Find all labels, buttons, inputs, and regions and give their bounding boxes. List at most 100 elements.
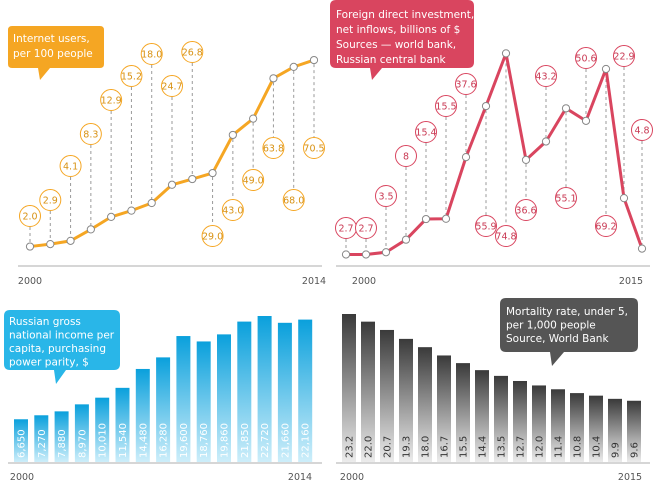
- gni-bar: [34, 415, 49, 462]
- mortality-bar: [589, 395, 603, 462]
- mortality-value-label: 13.5: [497, 436, 508, 458]
- gni-bar: [74, 404, 89, 462]
- internet-value-badge: [201, 225, 224, 247]
- gni-title: Russian gross national income per capita, …: [9, 316, 115, 369]
- fdi-value-label: 55.9: [475, 222, 496, 233]
- mortality-value-label: 12.7: [516, 436, 527, 458]
- internet-value-label: 49.0: [243, 176, 264, 187]
- internet-value-badge: [140, 43, 163, 65]
- fdi-value-badge: [455, 73, 477, 95]
- fdi-point: [341, 250, 351, 259]
- fdi-point: [461, 153, 471, 162]
- internet-value-label: 12.9: [101, 96, 122, 107]
- fdi-value-label: 36.6: [515, 206, 536, 217]
- gni-bar: [298, 319, 313, 462]
- fdi-value-badge: [415, 121, 437, 143]
- internet-point: [309, 55, 319, 65]
- mortality-bar: [399, 338, 413, 462]
- mortality-x-start-label: 2000: [340, 472, 364, 483]
- fdi-value-badge: [355, 217, 377, 239]
- mortality-bar: [437, 355, 451, 462]
- fdi-x-start-label: 2000: [352, 276, 376, 287]
- internet-users-chart: 2.0 2.9 4.1 8.3 12.9 15.2 18.0 24.7 26.8 29.0 43.0…: [8, 26, 326, 287]
- internet-value-label: 15.2: [121, 72, 142, 83]
- mortality-bar: [342, 314, 356, 462]
- internet-point: [208, 168, 217, 178]
- fdi-point: [637, 244, 647, 253]
- mortality-bar: [380, 329, 394, 462]
- internet-value-badge: [120, 65, 143, 87]
- mortality-value-label: 16.7: [440, 436, 451, 458]
- fdi-value-badge: [495, 225, 517, 247]
- internet-value-badge: [303, 137, 325, 159]
- mortality-title: Mortality rate, under 5, per 1,000 people…: [506, 306, 628, 345]
- fdi-point: [441, 214, 451, 223]
- internet-x-end-label: 2014: [302, 276, 326, 287]
- fdi-point: [541, 137, 551, 146]
- fdi-title: Foreign direct investment, net inflows, b…: [336, 9, 474, 66]
- mortality-bar: [627, 400, 641, 462]
- internet-point: [167, 180, 177, 189]
- fdi-value-label: 50.6: [575, 54, 596, 65]
- fdi-value-badge: [435, 95, 457, 117]
- internet-value-label: 18.0: [141, 50, 162, 61]
- fdi-value-badge: [595, 215, 617, 237]
- gni-value-label: 19,600: [179, 423, 190, 458]
- gni-bar: [115, 387, 130, 462]
- fdi-value-label: 2.7: [358, 224, 373, 235]
- internet-value-badge: [59, 155, 82, 177]
- fdi-point: [619, 194, 629, 203]
- fdi-value-label: 69.2: [595, 222, 616, 233]
- mortality-bar: [532, 385, 546, 462]
- mortality-value-label: 23.2: [345, 436, 356, 458]
- gni-value-label: 11,540: [118, 423, 129, 458]
- fdi-point: [421, 214, 431, 224]
- internet-value-label: 29.0: [202, 232, 223, 243]
- fdi-value-label: 15.5: [435, 102, 456, 113]
- internet-value-badge: [19, 205, 41, 227]
- fdi-line: [346, 51, 644, 256]
- internet-value-badge: [181, 41, 204, 63]
- internet-point: [228, 130, 237, 140]
- mortality-value-label: 12.0: [535, 436, 546, 458]
- gni-value-label: 18,760: [199, 423, 210, 458]
- mortality-value-label: 9.9: [611, 442, 622, 458]
- internet-value-badge: [221, 199, 244, 221]
- mortality-bar: [418, 347, 432, 462]
- mortality-value-label: 9.6: [630, 442, 641, 458]
- fdi-value-badge: [613, 45, 635, 67]
- fdi-value-badge: [375, 185, 397, 207]
- fdi-value-badge: [535, 65, 557, 87]
- mortality-value-label: 18.0: [421, 436, 432, 458]
- fdi-x-end-label: 2015: [619, 276, 643, 287]
- internet-value-badge: [242, 169, 265, 191]
- internet-point: [269, 74, 278, 83]
- mortality-value-label: 19.3: [402, 436, 413, 458]
- gni-value-label: 22,160: [301, 423, 312, 458]
- gni-value-label: 6,650: [17, 429, 28, 458]
- internet-point: [46, 240, 55, 249]
- fdi-value-badge: [475, 215, 497, 237]
- internet-value-label: 26.8: [182, 48, 203, 59]
- mortality-chart: 23.2 22.0 20.7 19.3 18.0 16.7 15.5 14.4 13.5 12.7…: [336, 298, 650, 483]
- fdi-point: [561, 104, 571, 113]
- internet-x-start-label: 2000: [18, 276, 42, 287]
- internet-value-badge: [161, 75, 183, 97]
- fdi-value-label: 37.6: [455, 80, 476, 91]
- internet-value-label: 2.9: [43, 196, 58, 207]
- internet-value-badge: [79, 123, 102, 145]
- internet-value-badge: [100, 89, 123, 111]
- fdi-point: [601, 64, 611, 74]
- internet-point: [25, 242, 35, 251]
- fdi-value-badge: [631, 119, 653, 141]
- gni-value-label: 7,880: [57, 429, 68, 458]
- fdi-value-label: 8: [403, 152, 409, 163]
- mortality-value-label: 22.0: [364, 436, 375, 458]
- fdi-value-label: 43.2: [535, 72, 556, 83]
- mortality-bar: [570, 393, 584, 462]
- gni-bar: [277, 322, 292, 462]
- mortality-title-bubble: [500, 298, 638, 366]
- fdi-value-badge: [575, 47, 597, 69]
- gni-bar: [237, 321, 252, 462]
